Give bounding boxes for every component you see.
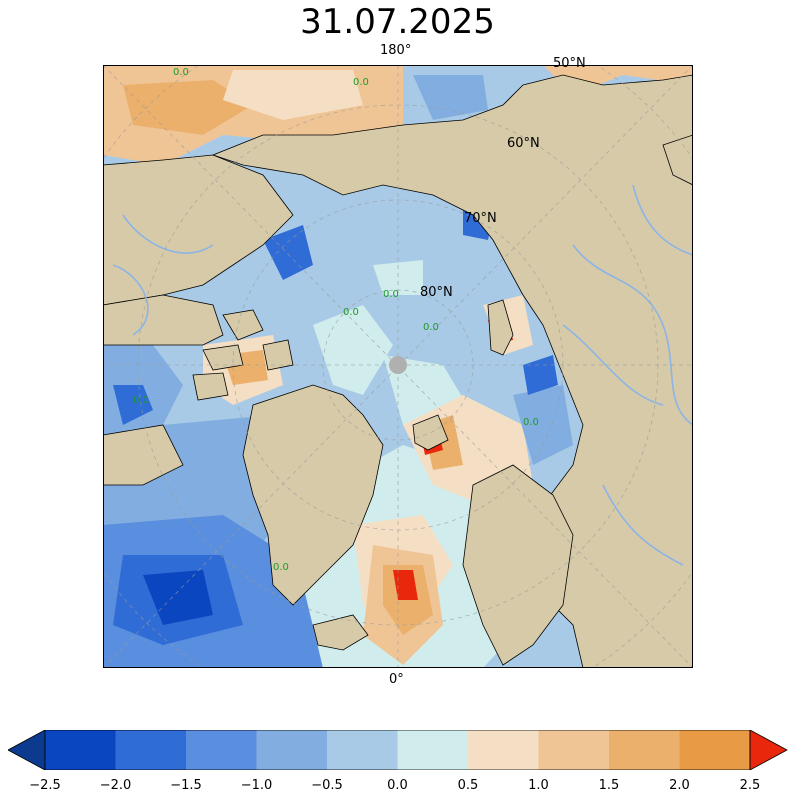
- rivers: [112, 184, 693, 566]
- land-masses: [103, 74, 693, 668]
- contour-labels: 0.0 0.0 0.0 0.0 0.0 0.0 0.0 0.0: [133, 67, 539, 573]
- colorbar-segment: [327, 730, 398, 770]
- contour-label: 0.0: [173, 67, 189, 78]
- anomaly-map: 0.0 0.0 0.0 0.0 0.0 0.0 0.0 0.0: [103, 65, 693, 668]
- colorbar-segment: [115, 730, 187, 770]
- colorbar-segment: [45, 730, 116, 770]
- colorbar-tick-label: −2.5: [29, 778, 61, 793]
- colorbar-under-arrow: [8, 730, 46, 770]
- lat-label-60: 60°N: [507, 136, 540, 151]
- north-pole-marker: [389, 356, 407, 374]
- lon-label-0: 0°: [389, 672, 404, 687]
- contour-label: 0.0: [383, 289, 399, 300]
- lat-label-70: 70°N: [464, 211, 497, 226]
- colorbar-tick-label: 1.5: [598, 778, 620, 793]
- colorbar-tick-label: 2.0: [669, 778, 690, 793]
- colorbar-segment: [679, 730, 751, 770]
- colorbar-segment: [538, 730, 610, 770]
- contour-label: 0.0: [343, 307, 359, 318]
- contour-label: 0.0: [353, 77, 369, 88]
- colorbar-segment: [256, 730, 328, 770]
- colorbar-tick-label: 0.5: [457, 778, 479, 793]
- graticule: [103, 65, 693, 668]
- contour-label: 0.0: [273, 562, 289, 573]
- colorbar-segment: [468, 730, 539, 770]
- colorbar: [8, 730, 788, 770]
- colorbar-tick-label: −1.0: [240, 778, 273, 793]
- colorbar-tick-label: −2.0: [99, 778, 132, 793]
- colorbar-segment: [397, 730, 469, 770]
- lat-label-50: 50°N: [553, 56, 586, 71]
- colorbar-tick-label: −0.5: [311, 778, 343, 793]
- colorbar-tick-label: −1.5: [170, 778, 202, 793]
- contour-label: 0.0: [423, 322, 439, 333]
- colorbar-tick-label: 1.0: [528, 778, 549, 793]
- colorbar-outline: [44, 730, 751, 770]
- contour-label: 0.0: [133, 395, 149, 406]
- colorbar-tick-label: 2.5: [739, 778, 761, 793]
- lat-label-80: 80°N: [420, 285, 453, 300]
- colorbar-segment: [186, 730, 257, 770]
- lon-label-180: 180°: [380, 43, 412, 58]
- contour-label: 0.0: [523, 417, 539, 428]
- colorbar-over-arrow: [749, 730, 788, 770]
- colorbar-tick-label: 0.0: [387, 778, 408, 793]
- colorbar-segment: [609, 730, 680, 770]
- map-title: 31.07.2025: [300, 2, 495, 42]
